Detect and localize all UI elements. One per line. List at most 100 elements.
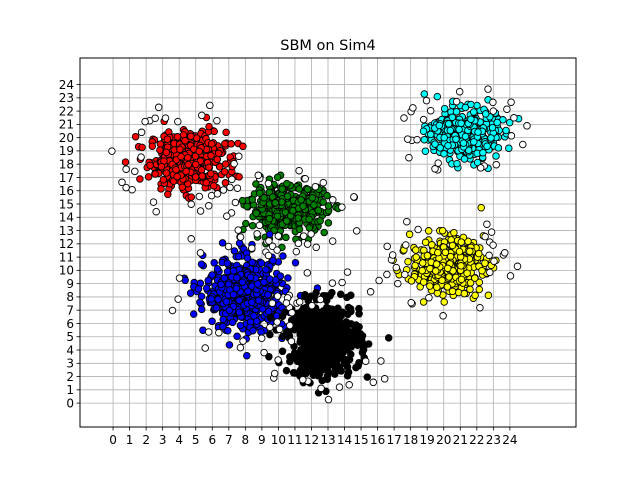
data-point	[162, 169, 171, 177]
data-point	[479, 148, 487, 157]
data-point	[220, 167, 229, 176]
data-point	[234, 252, 243, 261]
data-point	[431, 267, 440, 275]
data-point	[301, 292, 309, 301]
data-point	[328, 288, 336, 297]
data-point	[523, 122, 531, 130]
data-point	[426, 282, 434, 290]
data-point	[355, 304, 363, 313]
data-point	[294, 354, 302, 363]
chart-title: SBM on Sim4	[280, 38, 376, 54]
data-point	[159, 175, 168, 184]
data-point	[274, 356, 282, 364]
y-tick-label: 16	[59, 184, 74, 198]
data-point	[273, 246, 281, 254]
data-point	[283, 179, 291, 188]
data-point	[122, 165, 130, 173]
x-tick-label: 16	[370, 433, 385, 447]
data-point	[248, 298, 256, 307]
data-point	[388, 251, 397, 259]
data-point	[405, 153, 413, 162]
data-point	[478, 266, 486, 275]
data-point	[355, 358, 363, 367]
x-tick-label: 22	[469, 433, 484, 447]
data-point	[162, 148, 171, 157]
data-point	[316, 369, 324, 378]
data-point	[243, 202, 251, 211]
data-point	[163, 135, 172, 143]
data-point	[252, 209, 260, 217]
data-point	[269, 256, 277, 265]
data-point	[301, 343, 310, 351]
data-point	[316, 331, 324, 339]
data-point	[438, 276, 446, 285]
data-point	[265, 352, 273, 361]
data-point	[422, 96, 431, 105]
data-point	[236, 321, 245, 330]
data-point	[278, 347, 287, 356]
data-point	[301, 174, 309, 183]
data-point	[341, 319, 349, 327]
data-point	[473, 101, 481, 110]
y-tick-label: 18	[59, 157, 74, 171]
data-point	[471, 274, 479, 282]
x-tick-label: 17	[386, 433, 401, 447]
data-point	[308, 301, 316, 310]
data-point	[452, 107, 461, 116]
x-tick-label: 12	[304, 433, 319, 447]
x-tick-label: 15	[353, 433, 368, 447]
data-point	[173, 133, 182, 141]
data-point	[329, 196, 337, 204]
data-point	[489, 98, 497, 107]
data-point	[404, 257, 412, 266]
data-point	[141, 117, 149, 126]
data-point	[440, 150, 448, 158]
data-point	[305, 215, 313, 223]
data-point	[350, 193, 358, 201]
data-point	[483, 220, 491, 228]
data-point	[461, 103, 470, 112]
data-point	[266, 330, 274, 339]
data-point	[282, 299, 291, 307]
data-point	[161, 114, 170, 122]
data-point	[233, 332, 241, 341]
data-point	[221, 160, 230, 168]
data-point	[419, 298, 428, 306]
data-point	[460, 155, 469, 163]
data-point	[198, 172, 206, 180]
data-point	[317, 384, 325, 393]
data-point	[431, 165, 439, 173]
data-point	[214, 295, 222, 304]
data-point	[137, 153, 145, 161]
data-point	[184, 160, 193, 169]
data-point	[461, 132, 470, 141]
data-point	[457, 238, 466, 246]
data-point	[226, 183, 234, 192]
data-point	[249, 326, 257, 335]
data-point	[313, 342, 321, 350]
x-tick-label: 9	[258, 433, 266, 447]
data-point	[502, 126, 510, 135]
data-point	[483, 142, 491, 150]
data-point	[407, 277, 416, 285]
data-point	[328, 279, 337, 287]
data-point	[196, 207, 205, 215]
x-tick-label: 13	[320, 433, 335, 447]
x-tick-label: 24	[502, 433, 517, 447]
data-point	[311, 314, 320, 323]
data-point	[466, 247, 474, 256]
data-point	[295, 185, 303, 193]
data-point	[336, 290, 345, 299]
data-point	[194, 285, 203, 293]
data-point	[513, 262, 522, 271]
data-point	[156, 146, 164, 154]
data-point	[213, 190, 222, 198]
data-point	[173, 172, 181, 181]
data-point	[426, 106, 435, 115]
data-point	[299, 202, 307, 210]
y-tick-label: 10	[59, 264, 74, 278]
data-point	[316, 295, 325, 304]
y-tick-label: 11	[59, 250, 74, 264]
data-point	[239, 142, 247, 151]
